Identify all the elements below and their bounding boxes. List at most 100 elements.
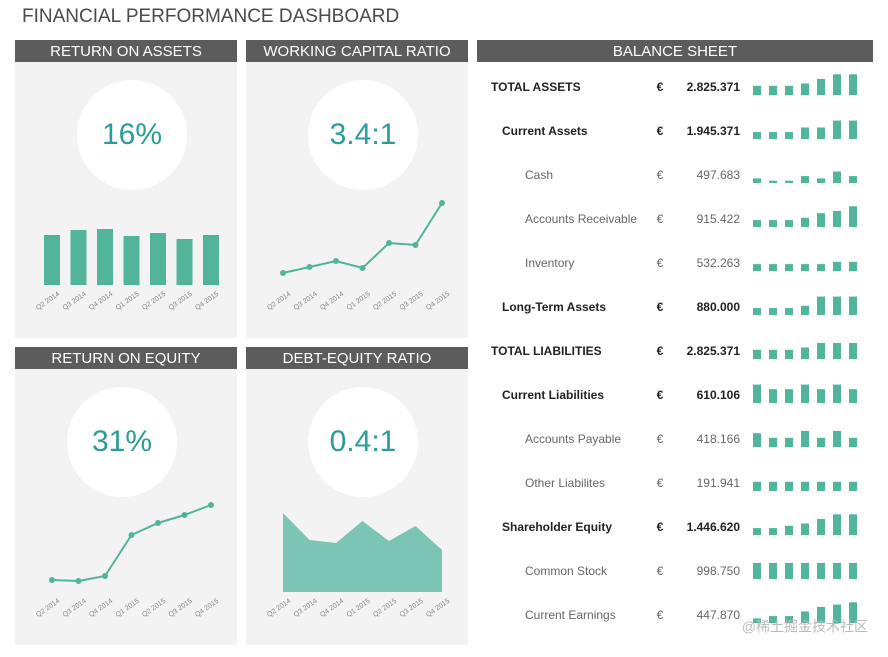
spark-bar [801,481,809,491]
panel-title: RETURN ON ASSETS [50,43,202,60]
row-label: Current Liabilities [502,388,604,402]
row-label: Current Earnings [525,608,616,622]
bar [176,239,193,285]
row-label: Accounts Receivable [525,212,637,226]
spark-bar [817,562,825,579]
panel-title: WORKING CAPITAL RATIO [263,43,450,60]
spark-bar [785,481,793,491]
balance-title: BALANCE SHEET [613,43,737,60]
spark-bar [769,562,777,579]
row-currency: € [657,168,664,182]
spark-bar [849,120,857,139]
row-amount: 880.000 [697,300,741,314]
spark-bar [801,384,809,403]
point [333,258,339,264]
point [386,240,392,246]
row-amount: 532.263 [697,256,741,270]
spark-bar [753,178,761,183]
kpi-circle [308,387,418,497]
spark-bar [801,217,809,227]
point [75,578,82,584]
row-currency: € [657,212,664,226]
spark-bar [833,514,841,535]
point [412,242,419,248]
point [155,520,161,526]
panel-header [246,347,468,369]
kpi-circle [67,387,177,497]
row-currency: € [657,608,664,622]
panel-title: RETURN ON EQUITY [51,350,200,367]
spark-bar [833,604,841,623]
spark-bar [849,481,857,491]
watermark: @稀土掘金技术社区 [742,619,868,635]
row-amount: 915.422 [697,212,741,226]
row-currency: € [657,300,664,314]
row-amount: 1.945.371 [687,124,741,138]
spark-bar [817,213,825,227]
spark-bar [753,220,761,227]
spark-bar [785,264,793,271]
spark-bar [785,437,793,447]
bar [203,235,219,285]
area [283,513,442,592]
spark-bar [769,437,777,447]
row-amount: 447.870 [697,608,741,622]
row-currency: € [657,80,664,94]
point [128,532,135,538]
row-label: Accounts Payable [525,432,621,446]
kpi-value: 3.4:1 [330,118,397,151]
row-label: Other Liabilites [525,476,605,490]
spark-bar [801,264,809,271]
point [306,264,313,270]
panel-title: DEBT-EQUITY RATIO [283,350,432,367]
spark-bar [769,481,777,491]
spark-bar [849,514,857,535]
spark-bar [769,85,777,95]
spark-bar [753,308,761,315]
spark-bar [769,349,777,359]
row-amount: 418.166 [697,432,741,446]
row-amount: 998.750 [697,564,741,578]
spark-bar [833,384,841,403]
kpi-value: 16% [102,118,162,151]
spark-bar [769,180,777,183]
spark-bar [833,171,841,183]
spark-bar [801,347,809,359]
dashboard-title: FINANCIAL PERFORMANCE DASHBOARD [22,6,399,27]
spark-bar [753,132,761,139]
spark-bar [849,206,857,227]
spark-bar [769,220,777,227]
spark-bar [833,430,841,447]
kpi-value: 31% [92,425,152,458]
spark-bar [817,296,825,315]
bar [70,230,87,285]
spark-bar [769,616,777,623]
spark-bar [753,264,761,271]
spark-bar [833,120,841,139]
panel-header [246,40,468,62]
bar [97,229,113,285]
spark-bar [785,180,793,183]
row-amount: 191.941 [697,476,741,490]
bar [150,233,166,285]
spark-bar [849,176,857,183]
row-label: TOTAL ASSETS [491,80,581,94]
spark-bar [753,349,761,359]
row-amount: 2.825.371 [687,80,741,94]
spark-bar [833,210,841,227]
spark-bar [785,525,793,535]
row-label: Shareholder Equity [502,520,612,534]
row-amount: 610.106 [697,388,741,402]
point [102,573,108,579]
row-label: Common Stock [525,564,608,578]
spark-bar [785,132,793,139]
spark-bar [753,384,761,403]
point [208,502,214,508]
spark-bar [833,481,841,491]
panel-header [15,347,237,369]
bar [44,235,60,285]
kpi-circle [308,80,418,190]
spark-bar [849,261,857,271]
spark-bar [801,611,809,623]
